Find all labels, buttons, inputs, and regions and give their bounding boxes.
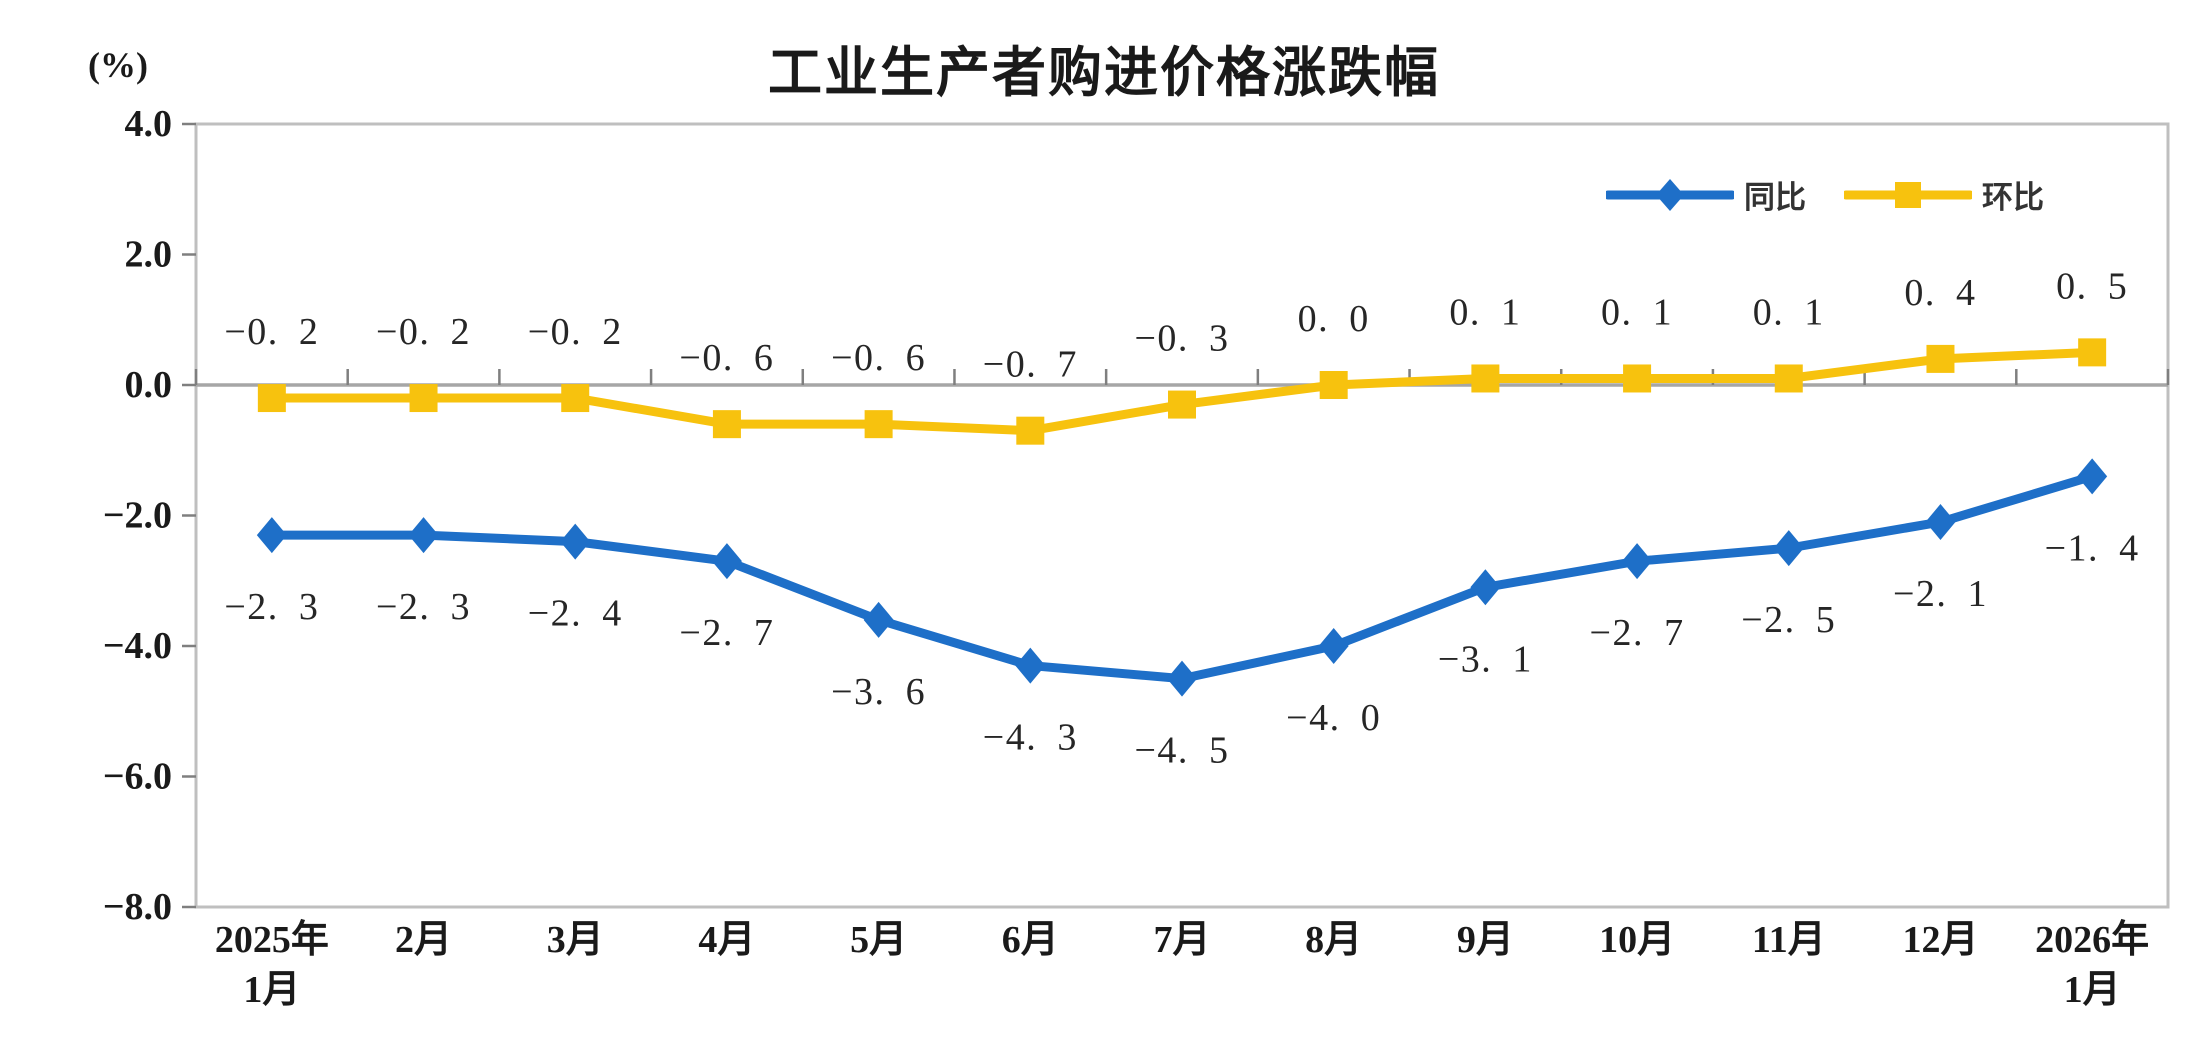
x-tick-label: 10月 xyxy=(1599,919,1675,961)
data-label-同比: −4. 3 xyxy=(983,717,1078,759)
legend-item-mom: 环比 xyxy=(1841,172,2044,217)
square-marker-icon xyxy=(1623,364,1652,393)
data-label-环比: −0. 2 xyxy=(528,311,623,353)
data-label-同比: −4. 0 xyxy=(1286,697,1381,739)
legend-swatch-环比 xyxy=(1841,181,1975,208)
diamond-marker-icon xyxy=(1318,628,1349,664)
data-label-同比: −3. 1 xyxy=(1438,638,1533,680)
y-tick-label: 2.0 xyxy=(125,234,173,276)
data-label-同比: −2. 7 xyxy=(679,612,774,654)
data-label-同比: −2. 3 xyxy=(224,586,319,628)
legend: 同比 环比 xyxy=(1603,172,2044,217)
y-tick-label: −2.0 xyxy=(103,495,172,537)
data-label-同比: −4. 5 xyxy=(1134,730,1229,772)
y-tick-label: −6.0 xyxy=(103,756,172,798)
data-label-同比: −2. 3 xyxy=(376,586,471,628)
square-marker-icon xyxy=(712,410,741,439)
square-marker-icon xyxy=(2078,338,2107,367)
diamond-marker-icon xyxy=(1167,660,1197,697)
legend-label-yoy: 同比 xyxy=(1744,180,1806,215)
data-label-环比: −0. 2 xyxy=(376,311,471,353)
x-tick-label: 3月 xyxy=(547,919,604,961)
data-label-环比: 0. 1 xyxy=(1449,291,1521,333)
y-tick-label: 4.0 xyxy=(125,103,173,145)
data-label-同比: −2. 4 xyxy=(528,593,623,635)
data-label-同比: −2. 7 xyxy=(1590,612,1685,654)
legend-swatch-同比 xyxy=(1603,178,1737,211)
diamond-marker-icon xyxy=(1925,504,1956,541)
x-tick-label: 7月 xyxy=(1153,919,1210,961)
square-marker-icon xyxy=(257,384,286,413)
data-label-环比: −0. 2 xyxy=(224,311,319,353)
yoy-line-diamond-marker-icon xyxy=(1603,175,1737,215)
data-label-同比: −3. 6 xyxy=(831,671,926,713)
x-tick-label: 11月 xyxy=(1752,919,1826,961)
data-label-环比: −0. 3 xyxy=(1134,318,1229,360)
x-tick-label: 5月 xyxy=(850,919,907,961)
series-line-同比 xyxy=(267,471,2097,684)
data-label-环比: 0. 0 xyxy=(1298,298,1370,340)
diamond-marker-icon xyxy=(863,601,894,638)
diamond-marker-icon xyxy=(560,523,591,560)
x-tick-label: 2025年 1月 xyxy=(215,919,329,1011)
legend-item-yoy: 同比 xyxy=(1603,172,1806,217)
x-tick-label: 12月 xyxy=(1902,919,1978,961)
legend-label-mom: 环比 xyxy=(1982,180,2044,215)
square-marker-icon xyxy=(1926,344,1955,373)
square-marker-icon xyxy=(1168,390,1196,419)
diamond-marker-icon xyxy=(711,543,742,580)
y-axis-unit-label: (%) xyxy=(88,45,148,85)
data-label-环比: 0. 4 xyxy=(1904,272,1976,314)
mom-line-square-marker-icon xyxy=(1841,175,1975,215)
chart-title: 工业生产者购进价格涨跌幅 xyxy=(768,43,1440,103)
x-tick-label: 2026年 1月 xyxy=(2035,919,2149,1011)
data-label-同比: −1. 4 xyxy=(2045,527,2140,569)
y-tick-label: −4.0 xyxy=(103,625,172,667)
diamond-marker-icon xyxy=(408,517,439,554)
diamond-marker-icon xyxy=(1622,543,1653,580)
diamond-marker-icon xyxy=(256,517,287,554)
x-tick-label: 4月 xyxy=(698,919,755,961)
data-label-同比: −2. 1 xyxy=(1893,573,1988,615)
x-tick-label: 8月 xyxy=(1305,919,1362,961)
diamond-marker-icon xyxy=(1470,569,1501,606)
data-label-环比: 0. 5 xyxy=(2056,265,2128,307)
square-marker-icon xyxy=(1319,371,1348,399)
data-label-环比: 0. 1 xyxy=(1753,291,1825,333)
square-marker-icon xyxy=(409,384,438,413)
diamond-marker-icon xyxy=(2077,458,2108,495)
square-marker-icon xyxy=(864,410,893,439)
y-tick-label: 0.0 xyxy=(125,364,173,406)
data-label-环比: −0. 7 xyxy=(983,344,1078,386)
diamond-marker-icon xyxy=(1015,647,1046,684)
x-tick-label: 9月 xyxy=(1457,919,1514,961)
x-tick-label: 6月 xyxy=(1002,919,1059,961)
diamond-marker-icon xyxy=(1773,530,1804,567)
square-marker-icon xyxy=(561,384,590,413)
data-label-环比: 0. 1 xyxy=(1601,291,1673,333)
x-tick-label: 2月 xyxy=(395,919,452,961)
data-label-环比: −0. 6 xyxy=(679,337,774,379)
square-marker-icon xyxy=(1471,364,1500,393)
square-marker-icon xyxy=(1774,364,1803,393)
plot-frame xyxy=(194,122,2170,909)
y-tick-label: −8.0 xyxy=(103,886,172,928)
data-label-同比: −2. 5 xyxy=(1741,599,1836,641)
data-label-环比: −0. 6 xyxy=(831,337,926,379)
square-marker-icon xyxy=(1016,416,1045,445)
